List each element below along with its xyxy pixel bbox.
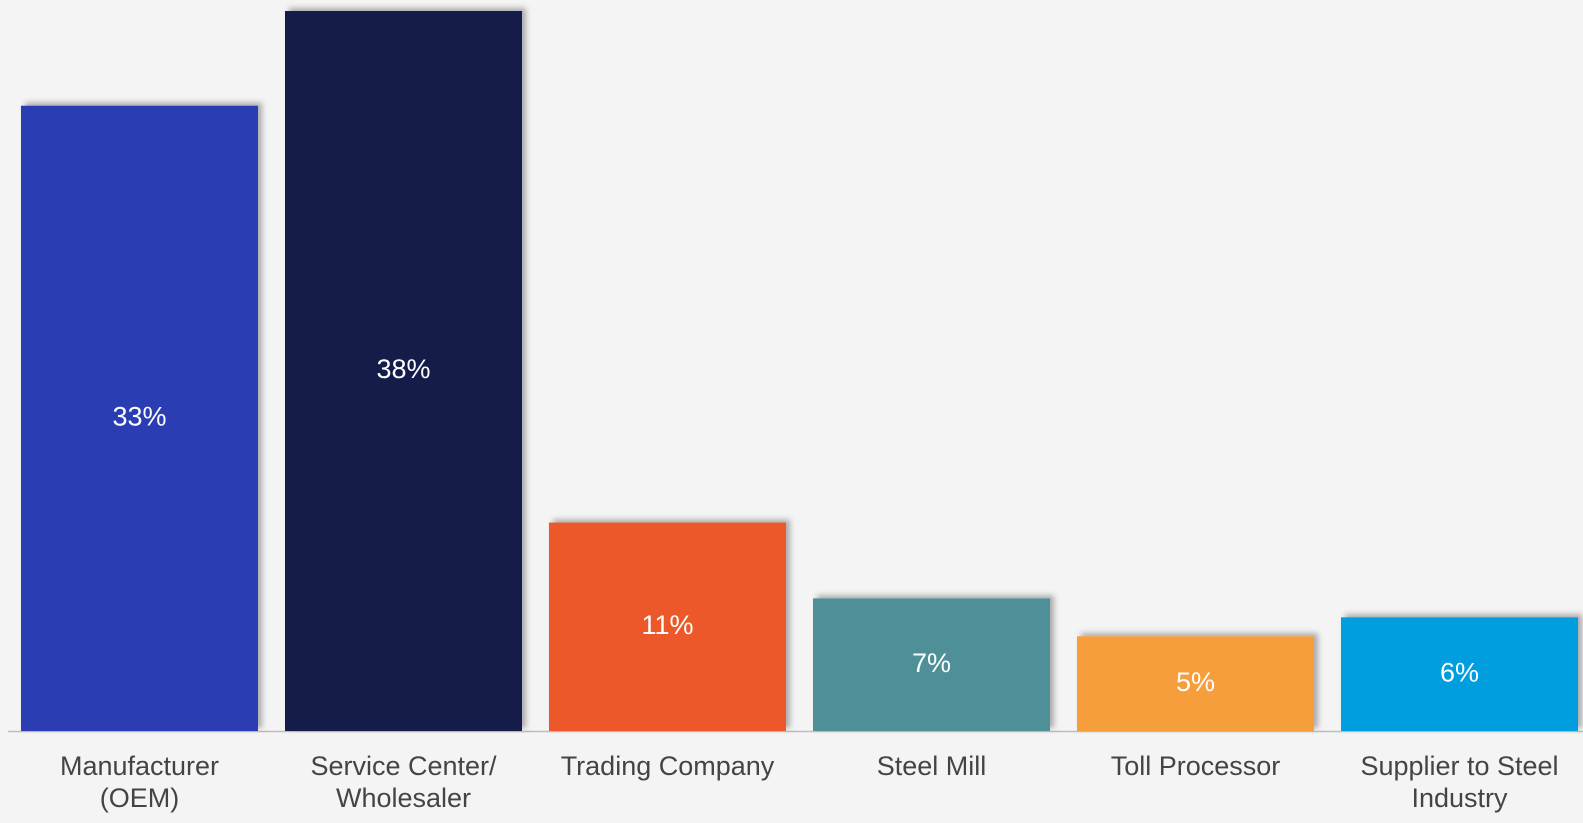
x-tick-label: Toll Processor [1110,751,1281,781]
value-label: 6% [1440,657,1479,687]
value-label: 7% [912,648,951,678]
bar [21,105,258,732]
value-label: 5% [1176,667,1215,697]
value-label: 38% [376,354,430,384]
value-label: 33% [112,401,166,431]
x-tick-label: Trading Company [560,751,775,781]
value-label: 11% [641,610,693,640]
bar [549,522,786,731]
x-tick-label: Supplier to Steel Industry [1360,751,1559,813]
x-tick-label: Steel Mill [876,751,987,781]
bar [1341,617,1578,731]
x-tick-label: Manufacturer (OEM) [59,751,220,813]
bar [285,11,522,731]
x-tick-label: Service Center/ Wholesaler [310,751,497,813]
bar [813,598,1050,731]
bar [1077,636,1314,731]
